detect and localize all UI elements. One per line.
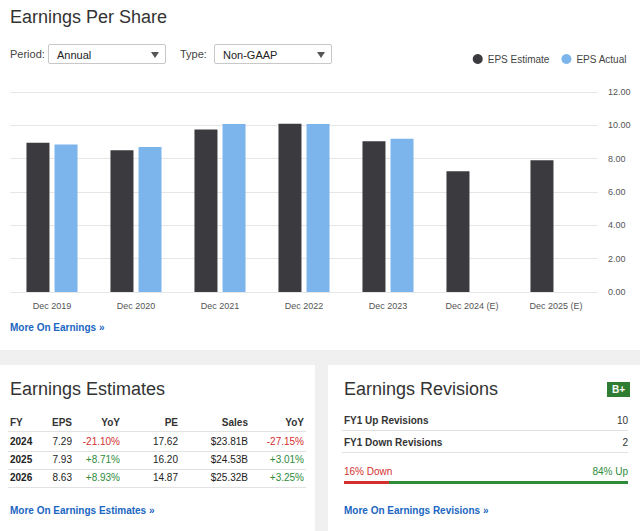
html-text:YoY: YoY <box>285 417 304 428</box>
html-text:16.20: 16.20 <box>153 454 178 465</box>
html-text:Annual: Annual <box>57 49 92 61</box>
html-text:+3.01%: +3.01% <box>269 454 304 465</box>
html-text:7.29: 7.29 <box>52 436 72 447</box>
html-text:10: 10 <box>616 415 628 426</box>
html-text:-21.10%: -21.10% <box>82 436 120 447</box>
html-text:2026: 2026 <box>10 472 33 483</box>
html-text:Type:: Type: <box>180 48 207 60</box>
html-text:2: 2 <box>622 437 628 448</box>
html-text:FY1 Down Revisions: FY1 Down Revisions <box>344 437 443 448</box>
svg-text:10.00: 10.00 <box>608 120 631 130</box>
svg-text:0.00: 0.00 <box>608 287 626 297</box>
html-text:FY1 Up Revisions: FY1 Up Revisions <box>344 415 429 426</box>
html-text:+8.71%: +8.71% <box>85 454 120 465</box>
html-text:7.93: 7.93 <box>52 454 72 465</box>
svg-text:Dec 2023: Dec 2023 <box>369 301 408 311</box>
svg-text:Dec 2022: Dec 2022 <box>285 301 324 311</box>
html-text:B+: B+ <box>611 384 625 395</box>
html-text:8.63: 8.63 <box>52 472 72 483</box>
html-text:FY: FY <box>10 417 23 428</box>
html-text:-27.15%: -27.15% <box>266 436 304 447</box>
svg-text:Dec 2020: Dec 2020 <box>117 301 156 311</box>
html-text:Sales: Sales <box>221 417 248 428</box>
html-text:Earnings Per Share: Earnings Per Share <box>10 7 168 27</box>
svg-text:4.00: 4.00 <box>608 220 626 230</box>
html-text:2025: 2025 <box>10 454 33 465</box>
html-text:+8.93%: +8.93% <box>85 472 120 483</box>
svg-text:Dec 2025 (E): Dec 2025 (E) <box>529 301 582 311</box>
html-text:More On Earnings »: More On Earnings » <box>10 322 105 333</box>
html-text:$25.32B: $25.32B <box>210 472 248 483</box>
html-text:Period:: Period: <box>10 48 45 60</box>
html-text:$23.81B: $23.81B <box>210 436 248 447</box>
svg-text:EPS Estimate: EPS Estimate <box>488 54 550 65</box>
svg-text:Dec 2021: Dec 2021 <box>201 301 240 311</box>
html-text:EPS: EPS <box>52 417 72 428</box>
html-text:2024: 2024 <box>10 436 33 447</box>
svg-text:EPS Actual: EPS Actual <box>576 54 626 65</box>
html-text:More On Earnings Revisions »: More On Earnings Revisions » <box>344 505 489 516</box>
html-text:16% Down: 16% Down <box>344 466 393 477</box>
html-text:Earnings Revisions: Earnings Revisions <box>344 379 499 399</box>
html-text:17.62: 17.62 <box>153 436 178 447</box>
html-text:$24.53B: $24.53B <box>210 454 248 465</box>
svg-text:8.00: 8.00 <box>608 154 626 164</box>
html-text:More On Earnings Estimates »: More On Earnings Estimates » <box>10 505 155 516</box>
html-text:PE: PE <box>164 417 178 428</box>
html-text:14.87: 14.87 <box>153 472 178 483</box>
html-text:YoY: YoY <box>101 417 120 428</box>
html-text:+3.25%: +3.25% <box>269 472 304 483</box>
svg-text:Dec 2019: Dec 2019 <box>33 301 72 311</box>
html-text:Non-GAAP: Non-GAAP <box>223 49 278 61</box>
svg-text:12.00: 12.00 <box>608 87 631 97</box>
svg-text:6.00: 6.00 <box>608 187 626 197</box>
svg-text:Dec 2024 (E): Dec 2024 (E) <box>445 301 498 311</box>
html-text:84% Up: 84% Up <box>592 466 628 477</box>
html-text:Earnings Estimates: Earnings Estimates <box>10 379 166 399</box>
svg-text:2.00: 2.00 <box>608 254 626 264</box>
